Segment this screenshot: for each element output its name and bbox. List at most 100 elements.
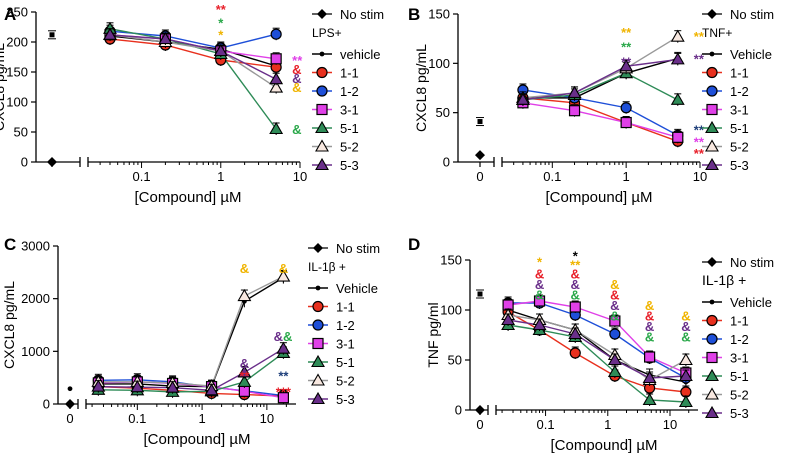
- panel-tag: A: [4, 5, 16, 24]
- data-point-5-1: [678, 394, 693, 408]
- legend-marker-5-1: [311, 354, 325, 368]
- legend-marker-3-1: [312, 337, 324, 350]
- legend-marker-5-1: [705, 120, 719, 134]
- legend-header: TNF+: [702, 26, 732, 40]
- legend-marker-Vehicle: [709, 51, 715, 57]
- nostim-marker: [477, 119, 483, 125]
- data-point-1-2: [620, 102, 632, 114]
- significance-mark: &: [571, 267, 580, 282]
- legend-label: 5-1: [730, 121, 749, 136]
- significance-mark: &: [535, 277, 544, 292]
- significance-mark: &: [535, 288, 544, 303]
- legend-header: LPS+: [312, 26, 342, 40]
- panel-A: A 0 50 100 150 200 250 CXCL8 pg/mL 0.1 1 10 [Compou…: [0, 2, 384, 206]
- significance-mark: &: [645, 298, 654, 313]
- legend-label: 5-1: [336, 355, 355, 370]
- significance-mark: **: [621, 40, 632, 55]
- data-point-5-3: [678, 368, 693, 382]
- legend-label: 1-2: [340, 84, 359, 99]
- data-point-5-3: [165, 380, 180, 393]
- data-point-5-3: [269, 72, 284, 85]
- series-line-5-2: [507, 314, 687, 381]
- data-point-3-1: [643, 351, 656, 363]
- significance-mark: &: [240, 356, 249, 371]
- significance-mark: &: [610, 309, 619, 324]
- significance-mark: **: [694, 122, 705, 137]
- legend: No stim IL-1β + Vehicle 1-1 1-2 3-1 5-1 5-2 5-3: [308, 241, 380, 407]
- legend-nostim-label: No stim: [340, 7, 384, 22]
- data-point-5-2: [678, 352, 693, 366]
- significance-mark: *: [537, 255, 543, 270]
- data-point-5-2: [276, 269, 291, 282]
- legend-label: 1-1: [336, 300, 355, 315]
- y-tick-label: 0: [443, 155, 450, 170]
- legend-label: 1-2: [336, 318, 355, 333]
- legend-marker-1-1: [706, 314, 718, 327]
- significance-mark: **: [621, 54, 632, 69]
- data-point-1-1: [569, 347, 581, 359]
- data-point-3-1: [533, 295, 546, 307]
- x-tick-label: 0.1: [543, 169, 561, 184]
- data-point-3-1: [569, 301, 581, 313]
- nostim-marker: [67, 386, 73, 392]
- legend-label: Vehicle: [730, 47, 772, 62]
- significance-mark: &: [681, 330, 690, 345]
- legend-marker-5-3: [705, 405, 719, 419]
- panel-D: D 0 50 100 150 TNF pg/ml 0 0.1 1 10 [Compound] µM *…: [408, 235, 774, 454]
- series-line-5-2: [109, 34, 277, 89]
- legend-label: vehicle: [340, 47, 380, 62]
- significance-mark: &: [571, 277, 580, 292]
- legend-label: 5-3: [336, 392, 355, 407]
- significance-mark: *: [218, 16, 224, 31]
- legend-nostim-label: No stim: [730, 255, 774, 270]
- significance-mark: **: [216, 2, 227, 17]
- data-point-5-3: [204, 383, 219, 396]
- legend-marker-3-1: [316, 103, 328, 116]
- significance-mark: **: [278, 369, 289, 384]
- legend-label: 5-3: [730, 158, 749, 173]
- y-tick-label: 50: [436, 105, 450, 120]
- legend-label: 1-2: [730, 84, 749, 99]
- data-point-5-3: [130, 380, 145, 393]
- legend-label: 5-1: [340, 121, 359, 136]
- significance-mark: **: [694, 29, 705, 44]
- legend-label: 5-2: [730, 140, 749, 155]
- y-tick-label: 0: [21, 155, 28, 170]
- x-tick-label: 1: [198, 411, 205, 426]
- y-tick-label: 2000: [21, 291, 50, 306]
- series-line-1-1: [109, 38, 277, 68]
- significance-mark: &: [610, 288, 619, 303]
- x-tick-label: 1: [604, 417, 611, 432]
- legend-marker-5-2: [315, 139, 329, 152]
- series-line-5-2: [98, 275, 284, 387]
- significance-mark: **: [292, 53, 303, 68]
- data-point-5-3: [642, 370, 657, 384]
- significance-mark: &: [292, 122, 301, 137]
- nostim-marker: [475, 150, 485, 161]
- data-point-5-3: [670, 52, 685, 65]
- significance-mark: **: [694, 51, 705, 66]
- series-line-5-3: [98, 348, 284, 392]
- x-tick-label: 0: [66, 411, 73, 426]
- y-axis-title: CXCL8 pg/mL: [1, 281, 17, 369]
- nostim-marker: [47, 157, 57, 167]
- y-tick-label: 50: [14, 125, 28, 140]
- legend: No stim LPS+ vehicle 1-1 1-2 3-1 5-1 5-2 5-3: [312, 7, 384, 173]
- data-point-5-1: [237, 374, 252, 387]
- significance-mark: *: [573, 249, 579, 264]
- legend-label: 5-2: [336, 374, 355, 389]
- legend-label: Vehicle: [730, 295, 772, 310]
- legend-label: 5-1: [730, 369, 749, 384]
- legend-label: 3-1: [340, 103, 359, 118]
- series-line-3-1: [508, 300, 687, 374]
- y-axis-title: CXCL8 pg/mL: [413, 44, 429, 132]
- y-tick-label: 100: [440, 303, 462, 318]
- legend-marker-5-3: [705, 157, 719, 171]
- series-line-1-1: [522, 97, 679, 142]
- significance-mark: &: [610, 277, 619, 292]
- series-line-1-2: [522, 89, 679, 136]
- y-tick-label: 200: [6, 35, 28, 50]
- legend-label: 3-1: [336, 337, 355, 352]
- significance-mark: &: [645, 319, 654, 334]
